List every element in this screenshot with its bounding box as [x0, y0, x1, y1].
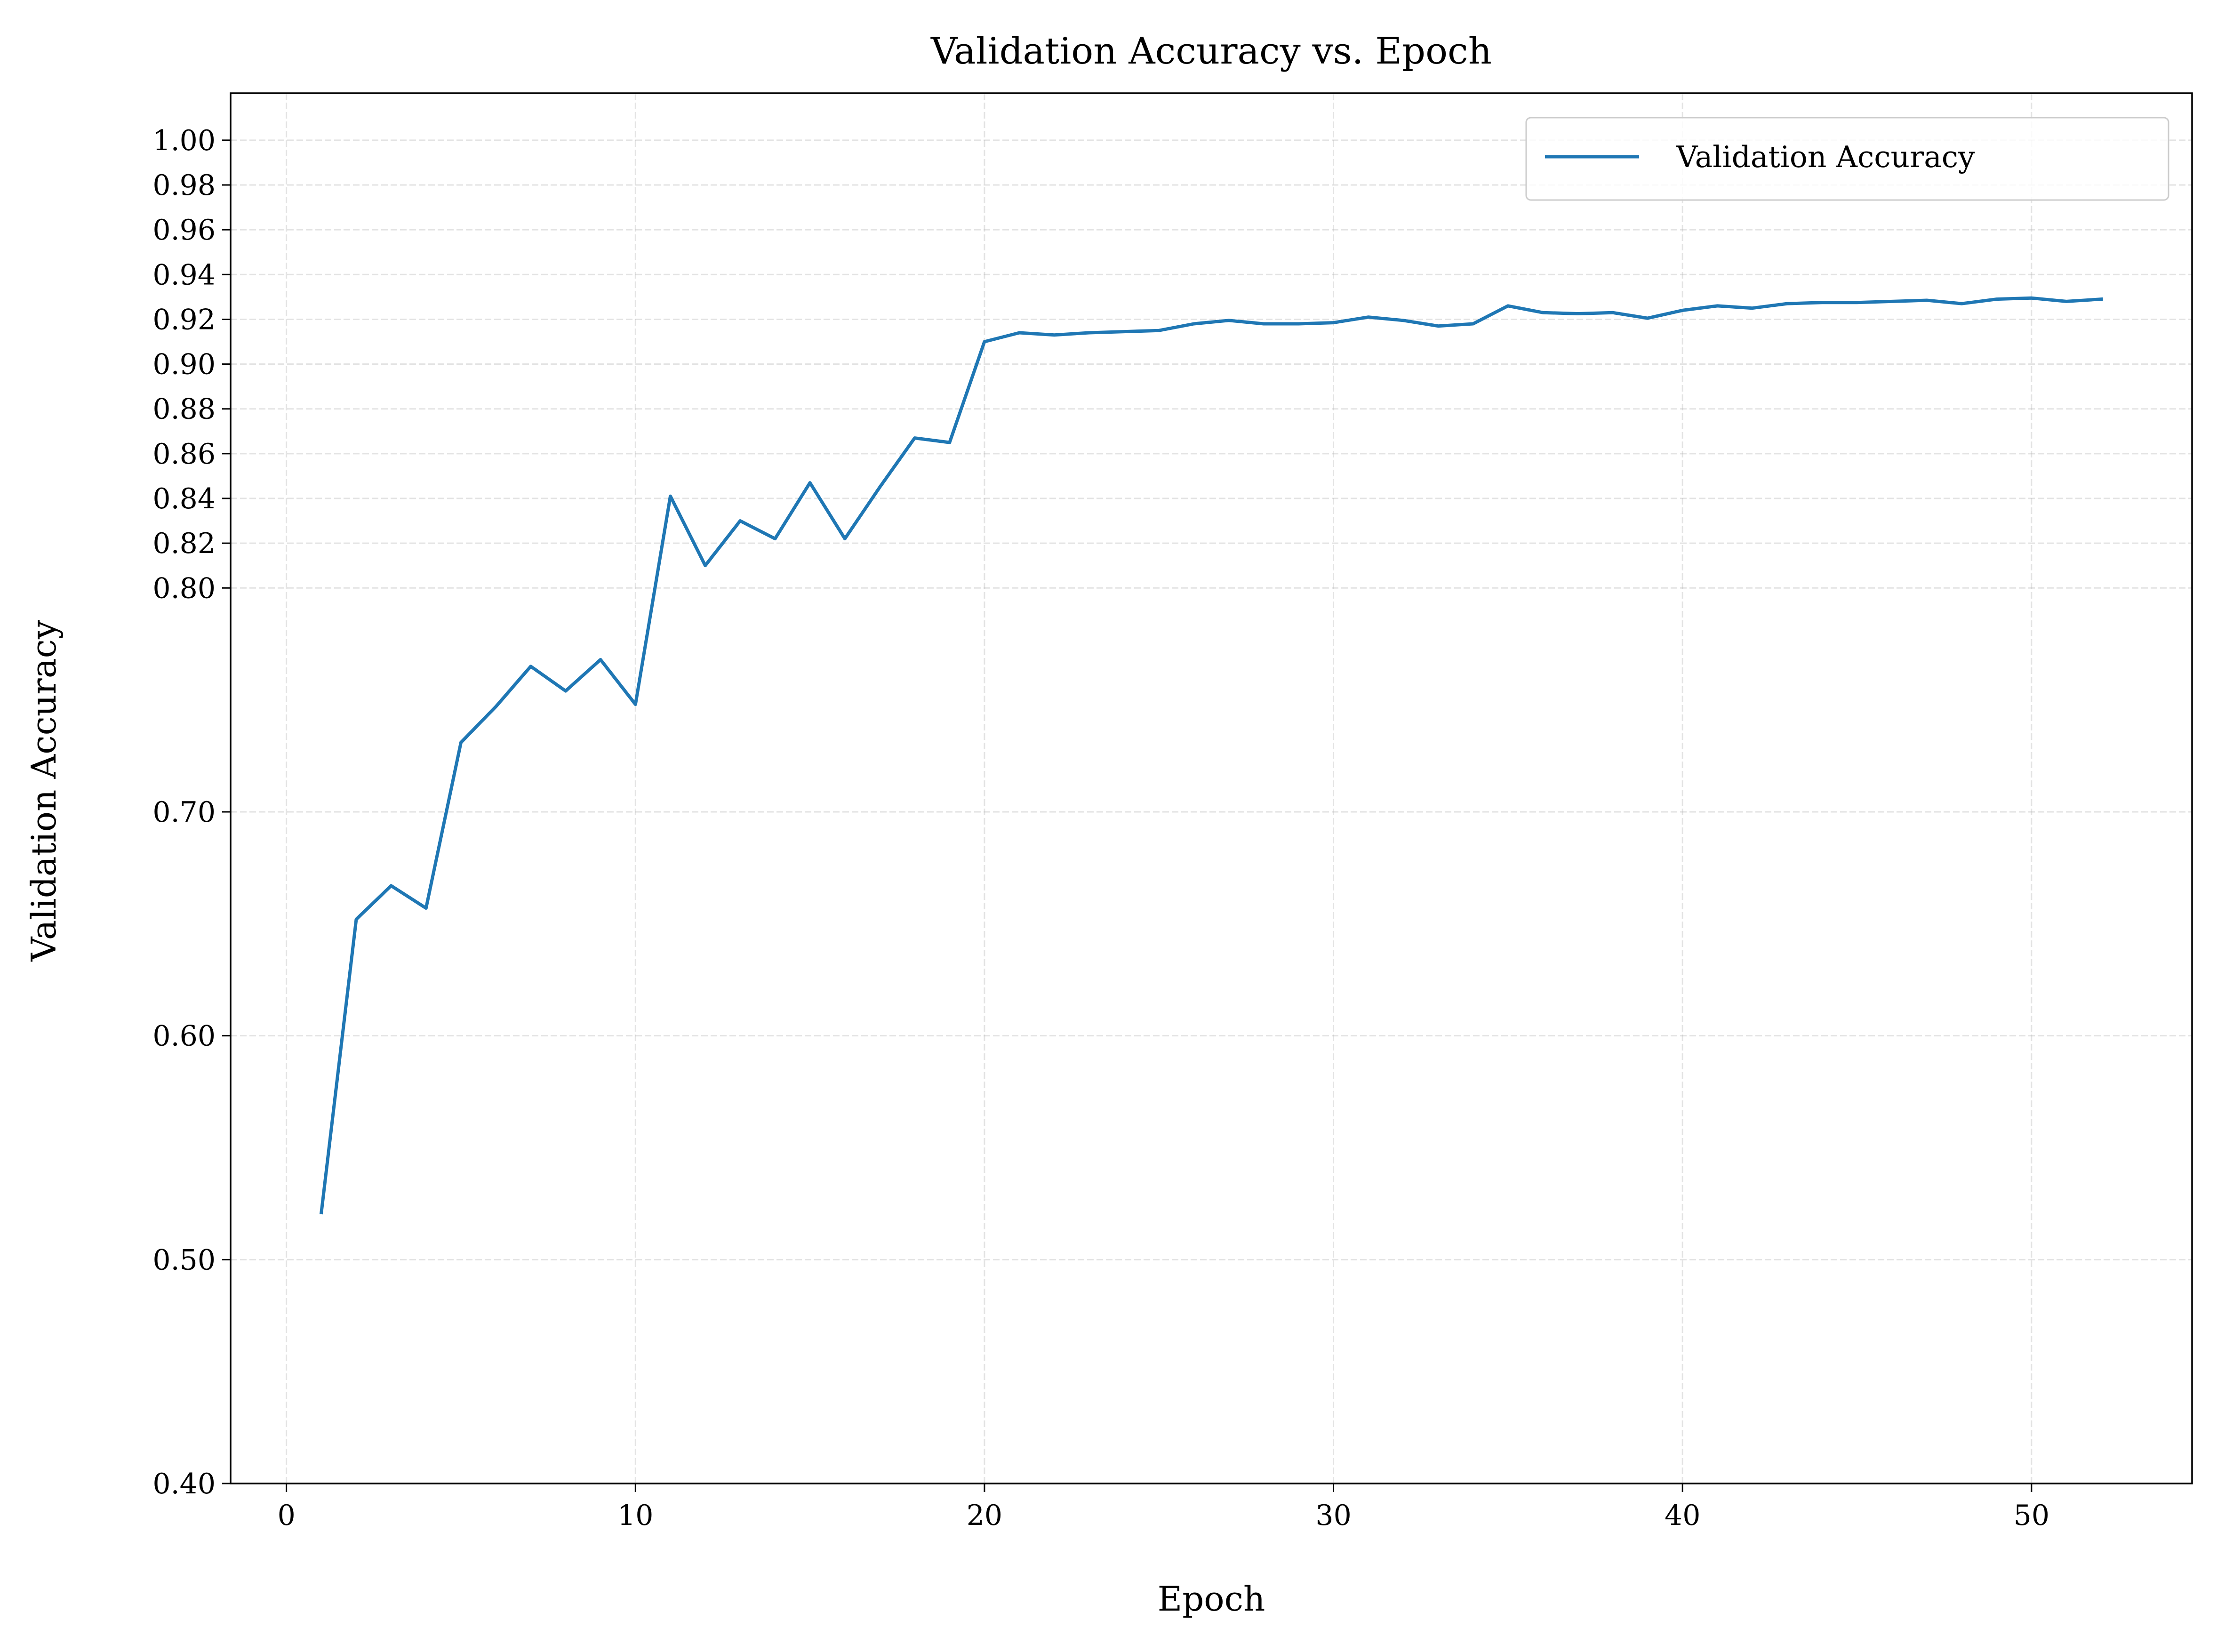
y-tick-label: 0.90	[152, 348, 216, 381]
y-tick-label: 0.80	[152, 572, 216, 605]
y-tick-label: 0.70	[152, 796, 216, 829]
plot-area-frame	[230, 92, 2193, 1484]
y-tick-label: 0.96	[152, 214, 216, 247]
x-tick-label: 0	[278, 1499, 296, 1532]
y-tick-label: 0.84	[152, 482, 216, 515]
legend: Validation Accuracy	[1525, 117, 2169, 201]
y-tick-label: 0.50	[152, 1243, 216, 1276]
y-tick-label: 0.86	[152, 438, 216, 471]
x-tick-label: 20	[967, 1499, 1002, 1532]
y-axis: 0.40 0.50 0.60 0.70 0.80 0.82 0.84 0.86 0.88 0.90…	[152, 124, 231, 1500]
x-axis: 0 10 20 30 40 50	[278, 1484, 2049, 1532]
x-axis-label: Epoch	[1158, 1579, 1265, 1619]
series-line	[319, 296, 2103, 1215]
legend-box	[1525, 117, 2169, 201]
y-tick-label: 0.60	[152, 1020, 216, 1053]
x-tick-label: 10	[617, 1499, 653, 1532]
y-tick-label: 0.88	[152, 393, 216, 426]
y-tick-label: 0.82	[152, 527, 216, 560]
legend-label: Validation Accuracy	[1676, 140, 1975, 174]
x-tick-label: 30	[1315, 1499, 1351, 1532]
y-tick-label: 0.40	[152, 1468, 216, 1500]
y-tick-label: 1.00	[152, 124, 216, 157]
y-tick-label: 0.92	[152, 303, 216, 336]
y-tick-label: 0.98	[152, 169, 216, 202]
x-tick-label: 50	[2014, 1499, 2049, 1532]
series-layer	[319, 296, 2103, 1215]
x-tick-label: 40	[1665, 1499, 1700, 1532]
y-axis-label: Validation Accuracy	[24, 620, 64, 962]
chart-title: Validation Accuracy vs. Epoch	[930, 30, 1492, 72]
y-tick-label: 0.94	[152, 258, 216, 291]
